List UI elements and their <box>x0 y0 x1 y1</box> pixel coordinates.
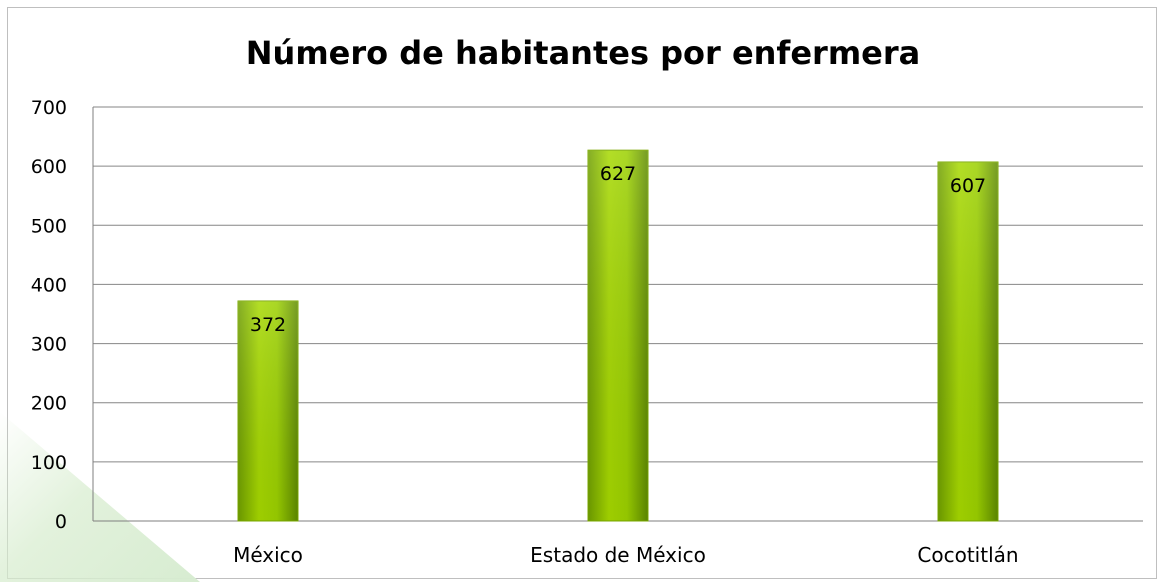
y-tick-label: 200 <box>31 393 67 415</box>
y-tick-label: 600 <box>31 156 67 178</box>
data-label: 627 <box>600 163 636 185</box>
y-tick-label: 100 <box>31 452 67 474</box>
x-tick-label: México <box>233 543 303 567</box>
chart-title: Número de habitantes por enfermera <box>245 34 921 72</box>
x-tick-label: Cocotitlán <box>917 543 1018 567</box>
bar-shade <box>938 162 998 521</box>
bar-shade <box>588 150 648 521</box>
y-tick-label: 0 <box>55 511 67 533</box>
y-tick-label: 500 <box>31 215 67 237</box>
data-label: 372 <box>250 314 286 336</box>
data-label: 607 <box>950 175 986 197</box>
y-tick-label: 300 <box>31 334 67 356</box>
x-tick-label: Estado de México <box>530 543 706 567</box>
y-tick-label: 700 <box>31 97 67 119</box>
bar-shade <box>238 300 298 521</box>
y-tick-label: 400 <box>31 274 67 296</box>
